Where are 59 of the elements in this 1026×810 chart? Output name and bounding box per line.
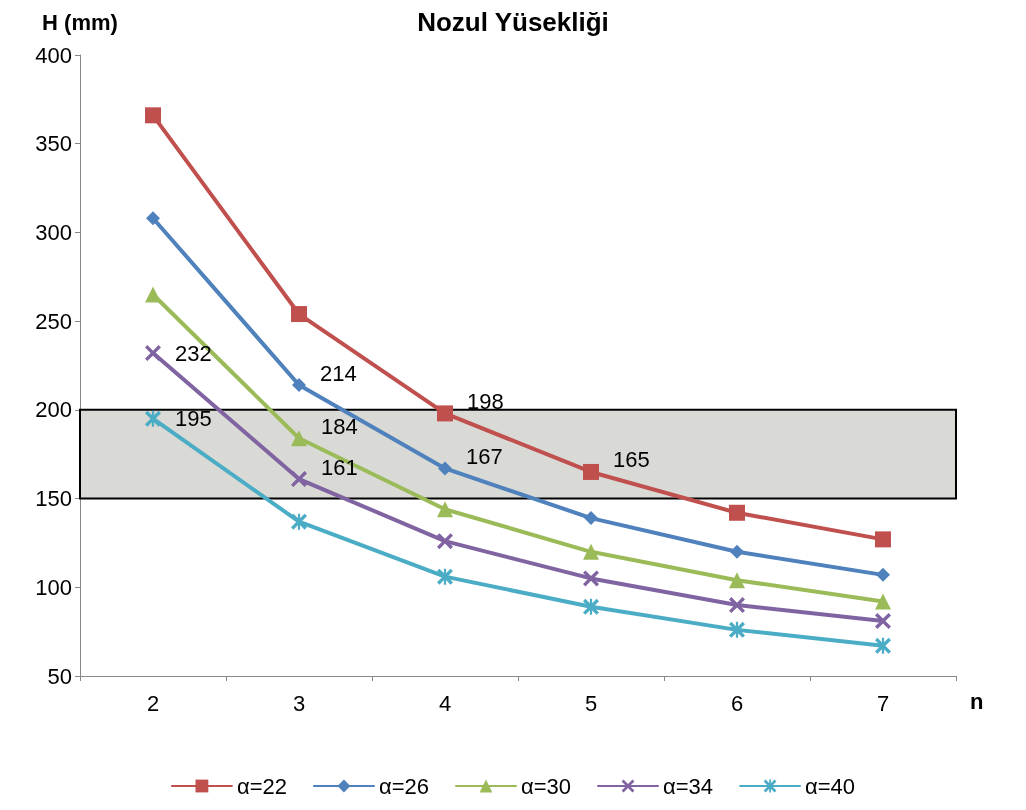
x-tick-label: 2 <box>146 690 160 716</box>
data-label: 161 <box>321 454 358 480</box>
data-label: 232 <box>175 340 212 366</box>
x-tick-label: 4 <box>438 690 452 716</box>
y-tick-label: 400 <box>35 42 72 68</box>
point <box>437 501 453 518</box>
point <box>437 405 453 422</box>
point <box>583 543 599 560</box>
y-tick-label: 100 <box>35 574 72 600</box>
y-tick-label: 50 <box>47 663 72 689</box>
x-axis-title: n <box>970 688 984 714</box>
y-tick-label: 300 <box>35 219 72 245</box>
point <box>875 637 891 654</box>
x-tick-label: 5 <box>584 690 598 716</box>
point <box>291 471 307 488</box>
point <box>875 613 891 629</box>
point <box>291 513 307 530</box>
point <box>729 597 745 614</box>
data-label: 214 <box>320 360 357 386</box>
point <box>875 593 891 610</box>
y-tick-label: 350 <box>35 131 72 157</box>
data-label: 184 <box>321 413 358 439</box>
legend-label: α=30 <box>520 773 572 799</box>
point <box>438 461 452 476</box>
point <box>145 286 161 303</box>
point <box>583 463 599 480</box>
legend-label: α=34 <box>663 773 714 799</box>
legend-label: α=26 <box>378 773 429 799</box>
legend-label: α=40 <box>805 773 856 799</box>
point <box>437 568 453 585</box>
point <box>876 567 890 582</box>
point <box>729 572 745 589</box>
data-label: 198 <box>467 388 504 414</box>
point <box>875 531 891 548</box>
point <box>729 504 745 521</box>
point <box>145 345 161 362</box>
data-label: 195 <box>175 406 212 432</box>
x-tick-label: 6 <box>730 690 744 716</box>
point <box>291 306 307 323</box>
point <box>145 107 161 124</box>
point <box>437 533 453 550</box>
data-label: 167 <box>466 443 503 469</box>
legend-label: α=22 <box>236 773 287 799</box>
point <box>146 211 160 226</box>
x-tick-label: 3 <box>292 690 306 716</box>
point <box>145 410 161 427</box>
y-axis-title: H (mm) <box>42 9 118 35</box>
point <box>291 430 307 447</box>
y-tick-label: 200 <box>35 397 72 423</box>
data-label: 165 <box>613 447 650 473</box>
point <box>584 511 598 526</box>
point <box>730 544 744 559</box>
point <box>583 598 599 615</box>
point <box>292 378 306 393</box>
y-tick-label: 150 <box>35 486 72 512</box>
y-tick-label: 250 <box>35 308 72 334</box>
chart-title: Nozul Yüsekliği <box>417 7 609 37</box>
x-tick-label: 7 <box>876 690 890 716</box>
point <box>729 621 745 638</box>
